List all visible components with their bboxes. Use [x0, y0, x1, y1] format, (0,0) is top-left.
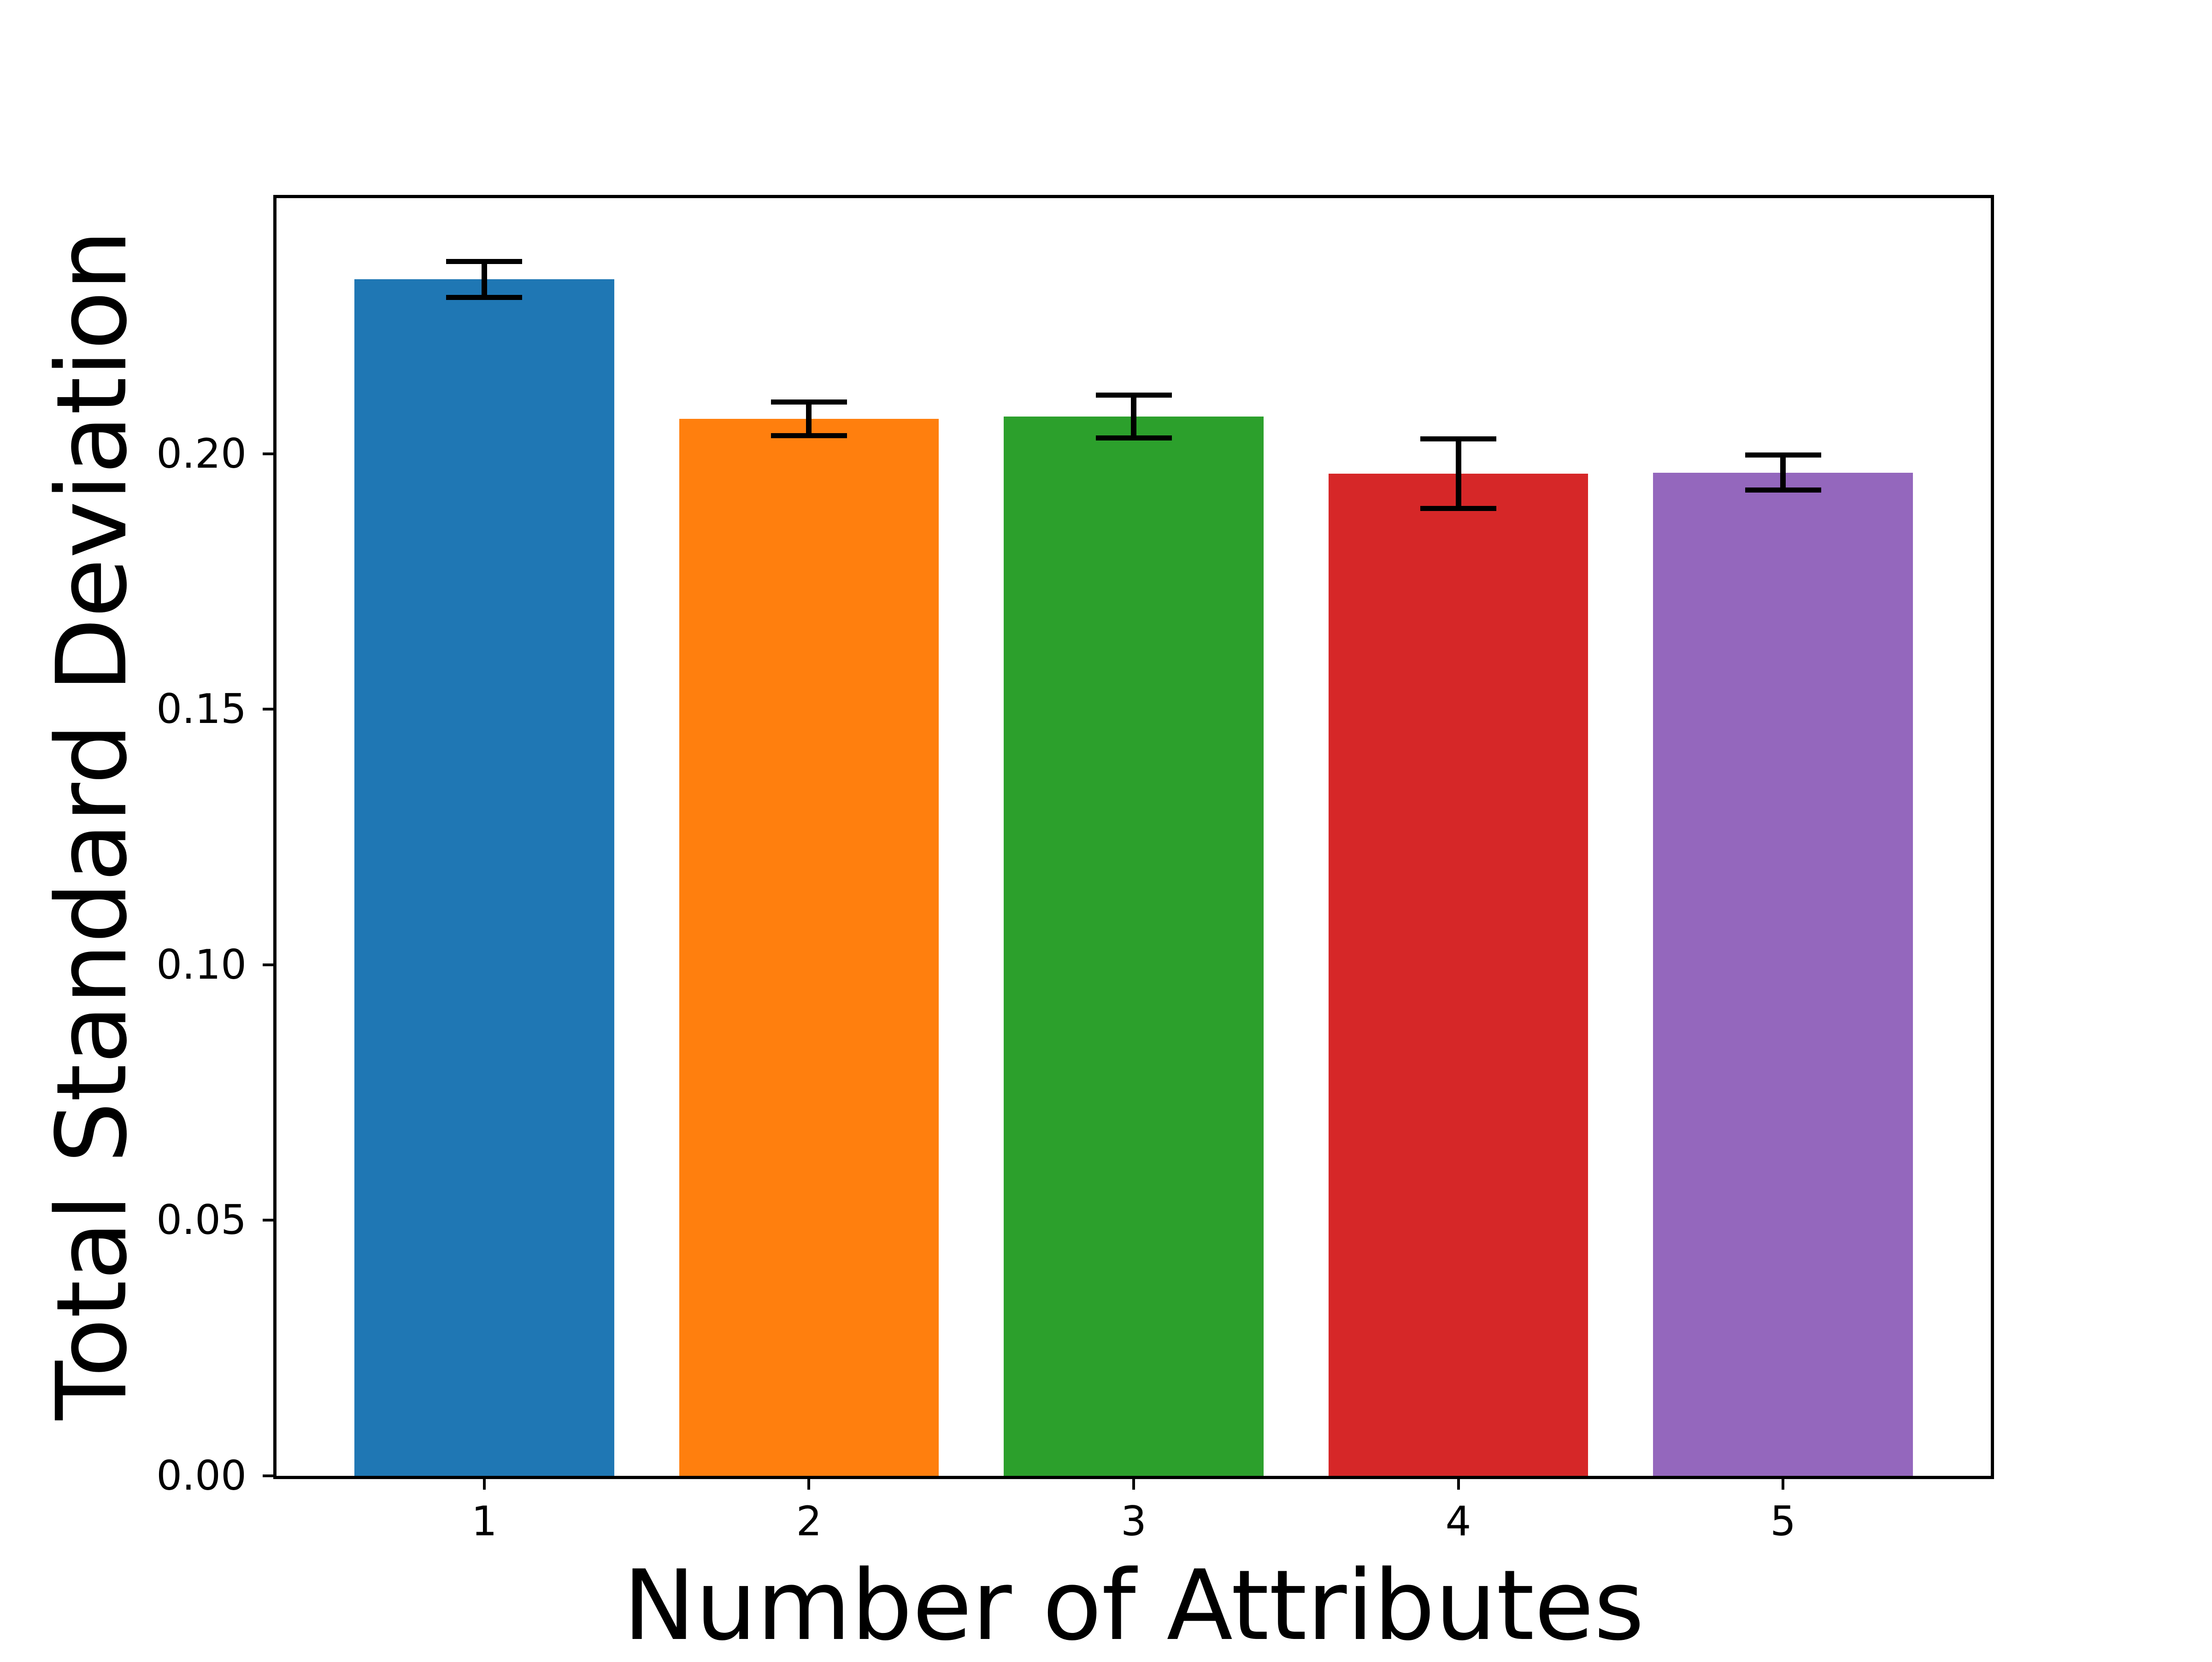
axes-box — [273, 195, 1994, 1479]
error-bar-line-4 — [1455, 439, 1461, 509]
error-bar-cap-bottom-5 — [1745, 487, 1821, 493]
error-bar-cap-bottom-4 — [1420, 505, 1497, 511]
x-tick — [1132, 1476, 1135, 1490]
y-tick — [263, 1219, 276, 1222]
error-bar-cap-top-5 — [1745, 452, 1821, 458]
y-tick — [263, 1474, 276, 1477]
y-tick — [263, 452, 276, 455]
y-tick-label: 0.00 — [156, 1452, 247, 1499]
x-tick — [1457, 1476, 1460, 1490]
bar-2 — [679, 419, 939, 1476]
y-tick-label: 0.05 — [156, 1196, 247, 1244]
error-bar-line-5 — [1780, 455, 1786, 490]
error-bar-line-3 — [1131, 395, 1136, 438]
y-axis-label: Total Standard Deviation — [35, 229, 148, 1420]
error-bar-line-1 — [481, 261, 487, 298]
error-bar-cap-top-2 — [771, 399, 847, 405]
y-tick — [263, 963, 276, 966]
bar-3 — [1004, 416, 1264, 1476]
x-tick-label: 3 — [1121, 1498, 1147, 1545]
error-bar-cap-bottom-2 — [771, 433, 847, 439]
error-bar-cap-top-4 — [1420, 436, 1497, 441]
y-tick-label: 0.20 — [156, 429, 247, 477]
error-bar-cap-bottom-3 — [1095, 435, 1172, 440]
error-bar-cap-top-1 — [446, 259, 523, 264]
x-tick-label: 1 — [471, 1498, 497, 1545]
bar-4 — [1328, 473, 1588, 1476]
x-tick-label: 5 — [1770, 1498, 1796, 1545]
x-tick-label: 2 — [796, 1498, 822, 1545]
y-tick — [263, 708, 276, 711]
bar-1 — [354, 279, 614, 1476]
x-tick — [807, 1476, 811, 1490]
x-axis-label: Number of Attributes — [623, 1549, 1645, 1662]
y-tick-label: 0.10 — [156, 940, 247, 988]
error-bar-cap-top-3 — [1095, 392, 1172, 398]
x-tick — [1782, 1476, 1785, 1490]
x-tick — [482, 1476, 486, 1490]
bar-5 — [1653, 472, 1913, 1476]
x-tick-label: 4 — [1445, 1498, 1471, 1545]
error-bar-cap-bottom-1 — [446, 294, 523, 300]
y-tick-label: 0.15 — [156, 685, 247, 733]
error-bar-line-2 — [806, 402, 812, 436]
